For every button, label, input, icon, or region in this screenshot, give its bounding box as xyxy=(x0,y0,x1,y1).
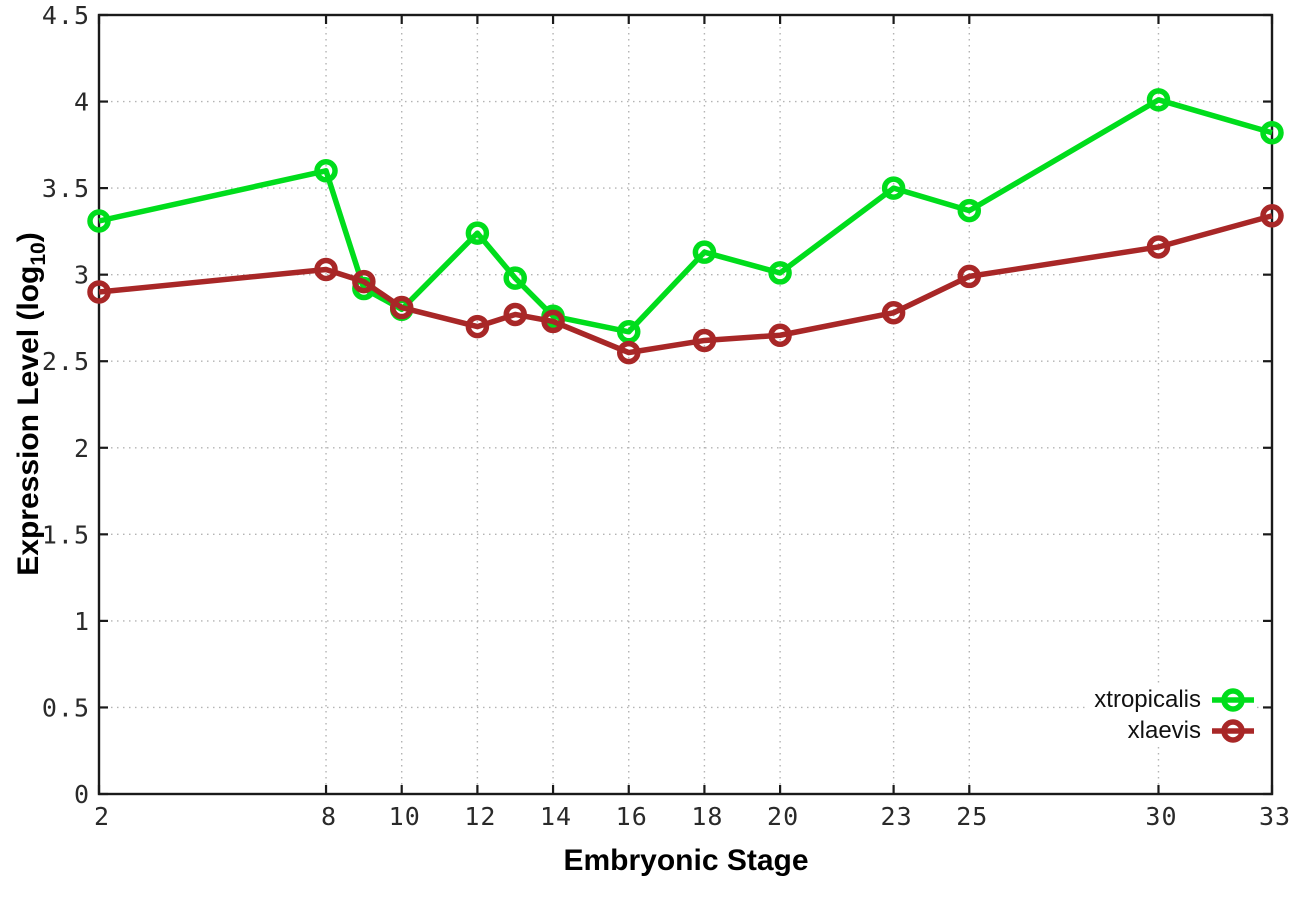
y-tick-label: 1 xyxy=(74,607,90,636)
data-point-xlaevis xyxy=(541,309,565,334)
data-point-xlaevis xyxy=(465,314,490,339)
series-line-xlaevis xyxy=(98,213,1273,356)
plot-border xyxy=(97,13,1274,796)
legend-label: xlaevis xyxy=(1127,716,1201,744)
legend-sample-marker xyxy=(1221,718,1245,743)
y-axis-label-subscript: 10 xyxy=(27,242,50,266)
x-tick-label: 10 xyxy=(389,802,421,831)
data-point-xtropicalis xyxy=(87,209,111,233)
data-point-xlaevis xyxy=(87,280,111,304)
x-tick-label: 14 xyxy=(540,802,572,831)
data-point-xlaevis xyxy=(314,257,338,282)
legend-sample-marker xyxy=(1221,687,1245,712)
legend-marker-icon xyxy=(1212,718,1254,743)
x-tick-label: 33 xyxy=(1259,802,1291,831)
y-tick-label: 0 xyxy=(74,780,90,809)
data-point-xlaevis xyxy=(692,328,717,353)
x-tick-label: 23 xyxy=(881,802,913,831)
y-tick-label: 4.5 xyxy=(42,1,90,30)
y-tick-label: 2.5 xyxy=(42,347,90,376)
y-axis-label-text: Expression Level (log xyxy=(12,265,45,576)
x-tick-label: 2 xyxy=(94,802,110,831)
legend-row-xlaevis: xlaevis xyxy=(1088,715,1255,746)
data-point-xlaevis xyxy=(616,340,641,365)
legend-label: xtropicalis xyxy=(1094,685,1201,713)
data-point-xtropicalis xyxy=(1260,120,1284,145)
data-point-xlaevis xyxy=(1146,235,1171,259)
legend-marker-icon xyxy=(1212,687,1254,712)
x-tick-label: 18 xyxy=(691,802,723,831)
y-tick-label: 3.5 xyxy=(42,174,90,203)
data-point-xlaevis xyxy=(881,301,906,325)
y-tick-label: 4 xyxy=(74,88,90,117)
y-tick-label: 3 xyxy=(74,261,90,290)
data-point-xtropicalis xyxy=(314,159,338,183)
data-point-xtropicalis xyxy=(616,320,641,344)
data-point-xlaevis xyxy=(389,295,414,320)
data-point-xlaevis xyxy=(352,269,376,294)
data-point-xlaevis xyxy=(1260,204,1284,228)
x-tick-label: 16 xyxy=(616,802,648,831)
x-tick-label: 8 xyxy=(321,802,337,831)
x-axis-label: Embryonic Stage xyxy=(563,844,809,877)
data-point-xtropicalis xyxy=(1146,88,1171,112)
x-tick-label: 30 xyxy=(1145,802,1177,831)
y-axis-label: Expression Level (log10) xyxy=(12,232,50,576)
data-point-xtropicalis xyxy=(957,198,982,223)
y-axis-label-close: ) xyxy=(12,232,45,243)
y-tick-label: 2 xyxy=(74,434,90,463)
data-point-xlaevis xyxy=(957,264,982,289)
data-point-xtropicalis xyxy=(465,221,490,245)
x-tick-label: 12 xyxy=(464,802,496,831)
y-tick-label: 1.5 xyxy=(42,520,90,549)
x-tick-label: 20 xyxy=(767,802,799,831)
data-point-xtropicalis xyxy=(768,261,792,285)
y-tick-label: 0.5 xyxy=(42,693,90,722)
data-point-xtropicalis xyxy=(503,266,527,290)
legend-row-xtropicalis: xtropicalis xyxy=(1088,684,1255,715)
legend: xtropicalis xlaevis xyxy=(1088,684,1255,746)
series-line-xtropicalis xyxy=(98,97,1273,335)
data-point-xlaevis xyxy=(768,323,792,348)
data-point-xlaevis xyxy=(503,302,527,327)
x-tick-label: 25 xyxy=(956,802,988,831)
data-point-xtropicalis xyxy=(692,240,717,264)
data-point-xtropicalis xyxy=(881,176,906,200)
